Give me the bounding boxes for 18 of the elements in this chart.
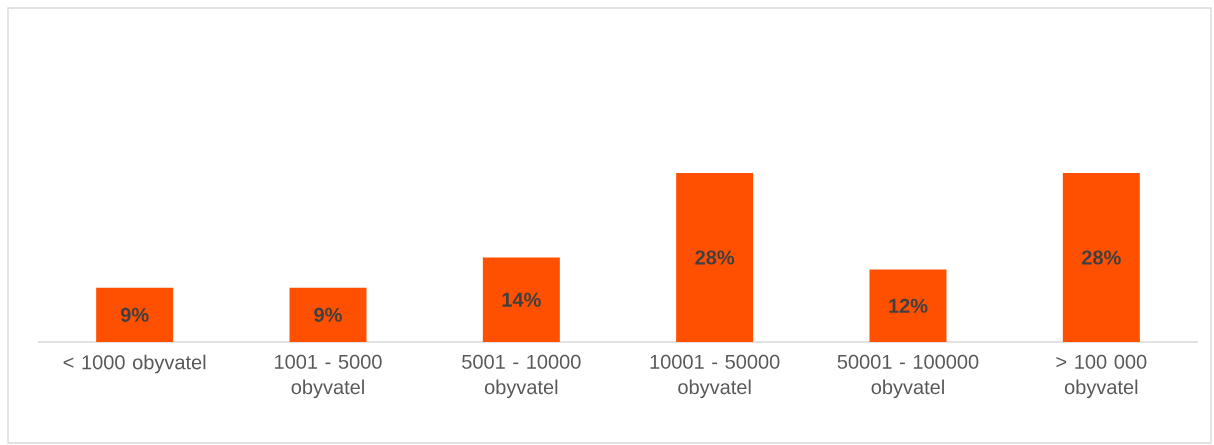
bar [482,257,560,342]
x-tick-label: 1001 - 5000 obyvatel [275,354,382,399]
data-label: 9% [314,307,342,322]
x-tick-label: > 100 000 obyvatel [1056,354,1147,399]
data-label: 28% [695,250,735,265]
bar [1062,173,1140,342]
bar [289,287,367,342]
data-label: 12% [889,298,928,313]
data-label: 28% [1082,250,1121,265]
bar [869,269,947,342]
x-tick-label: 10001 - 50000 obyvatel [650,354,780,399]
bar [676,173,754,342]
data-label: 14% [502,292,541,307]
data-label: 9% [120,307,149,322]
x-tick-label: 50001 - 100000 obyvatel [837,354,979,399]
x-tick-label: < 1000 obyvatel [63,354,206,374]
bar [96,287,174,342]
x-tick-label: 5001 - 10000 obyvatel [462,354,581,399]
